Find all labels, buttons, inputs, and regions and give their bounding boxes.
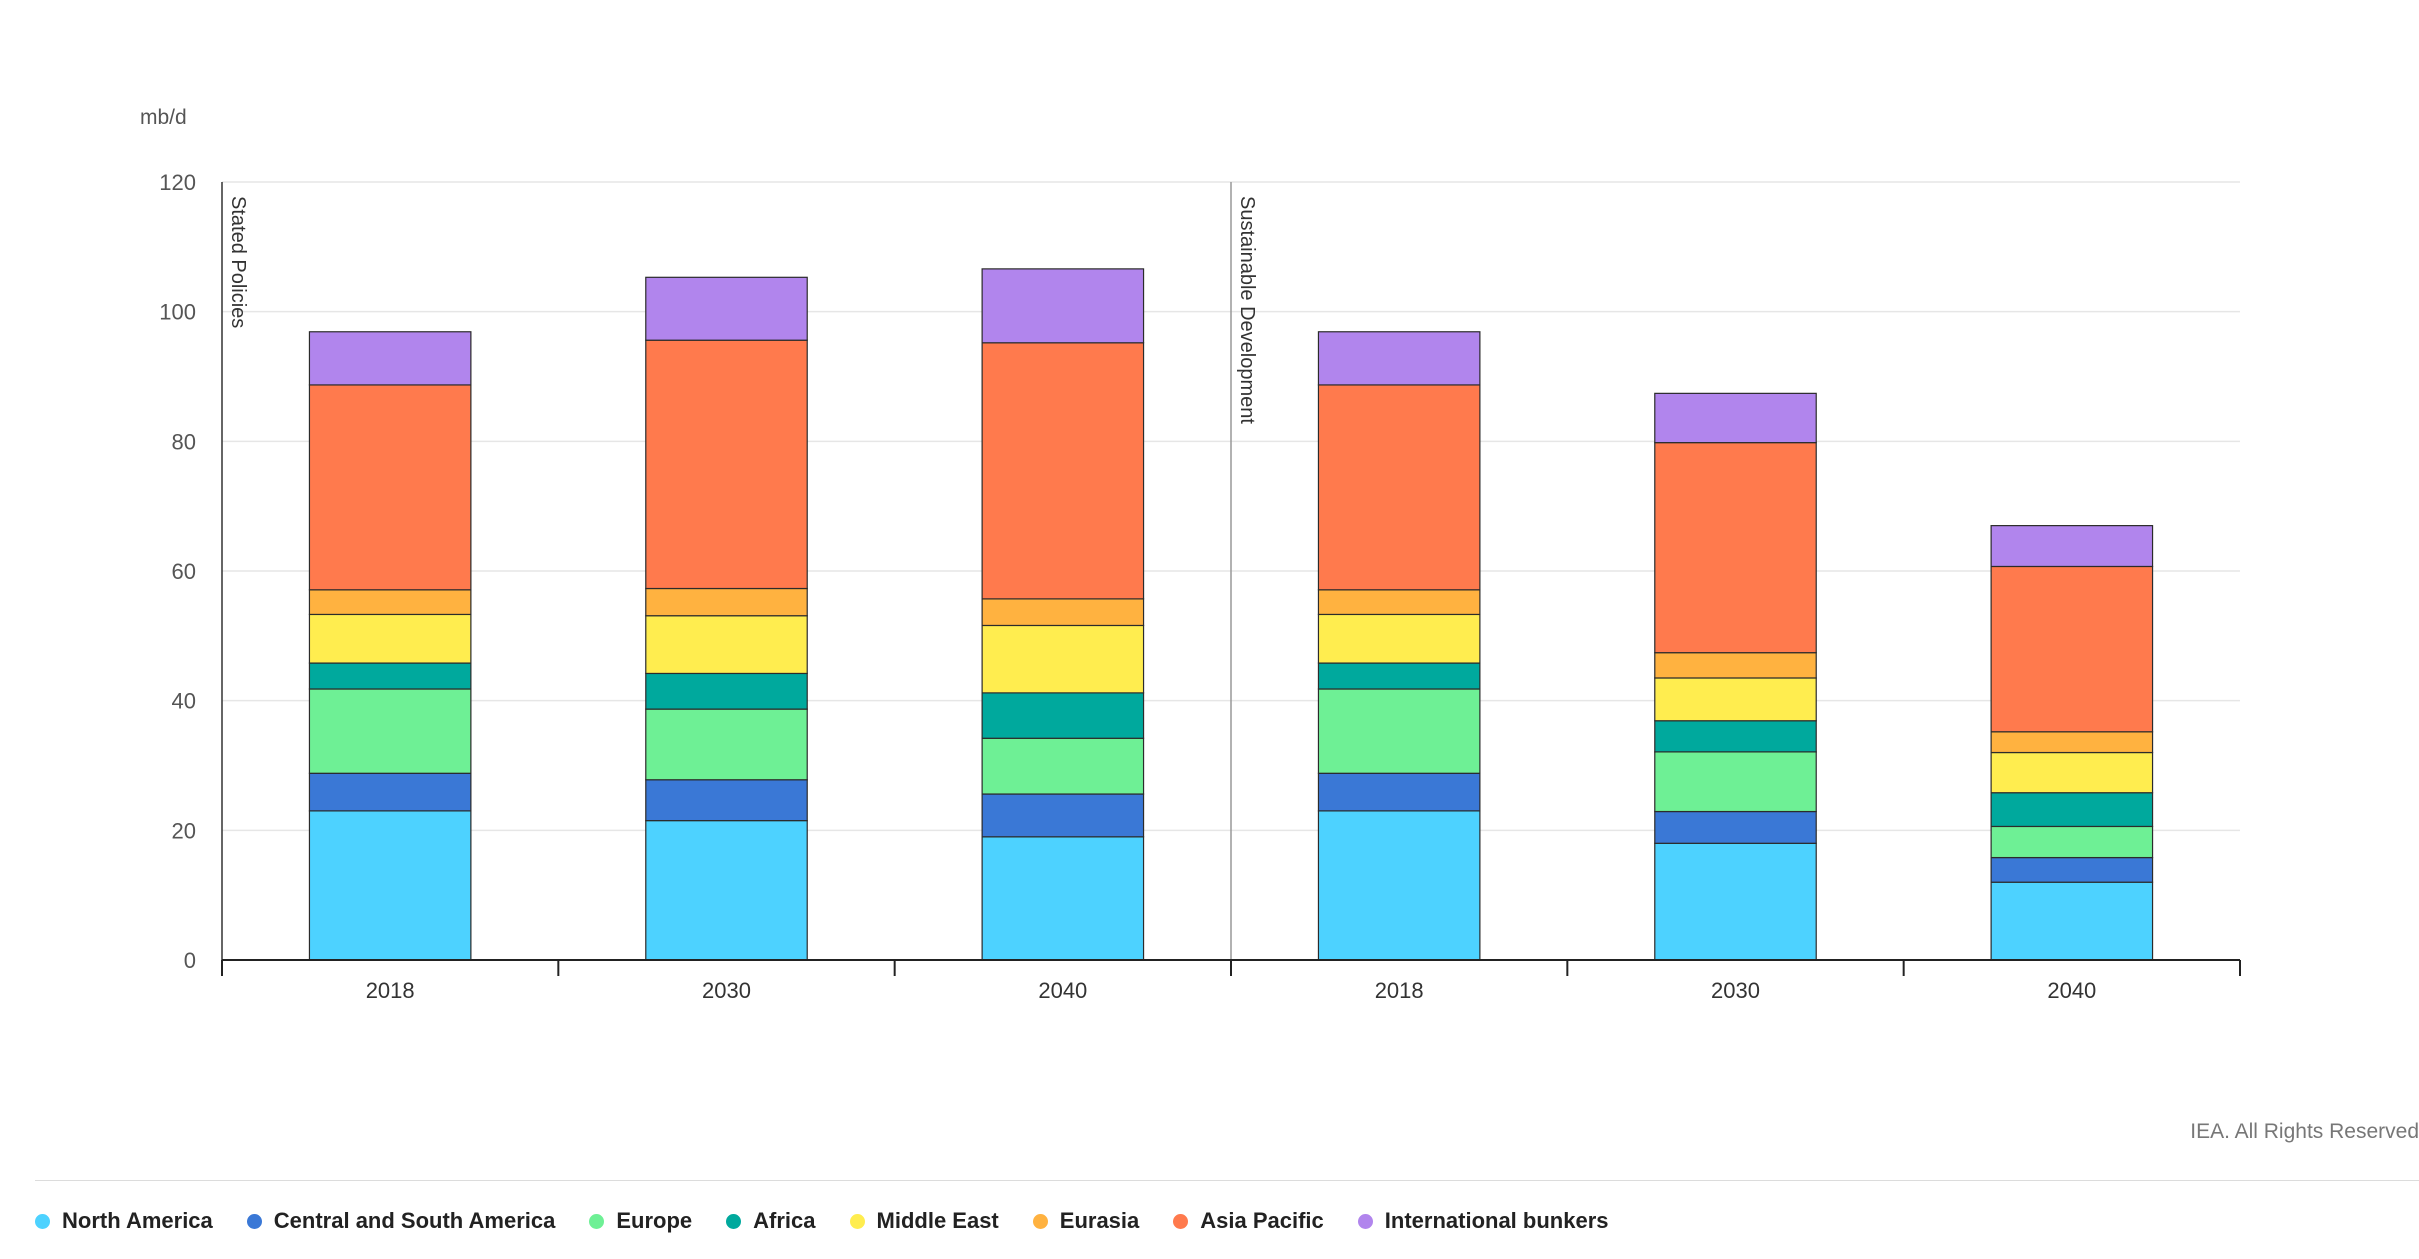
- bar-segment: [981, 624, 1145, 694]
- bar-segment: [1654, 810, 1817, 844]
- grid-lines: [222, 181, 2240, 960]
- bar-stacks: [308, 268, 2154, 961]
- x-category-label: 2040: [1038, 978, 1087, 1003]
- legend-label: Europe: [616, 1208, 693, 1233]
- bar-segment: [645, 820, 808, 961]
- bar-segment: [645, 276, 808, 341]
- bar-segment: [1317, 688, 1481, 774]
- bar-segment: [981, 598, 1145, 627]
- bar-segment: [981, 342, 1145, 600]
- bar-segment: [308, 688, 472, 774]
- legend-label: Africa: [753, 1208, 816, 1233]
- legend-item[interactable]: Eurasia: [1032, 1208, 1140, 1234]
- legend-label: International bunkers: [1384, 1208, 1609, 1233]
- legend-swatch-icon: [1357, 1213, 1373, 1229]
- legend-divider: [35, 1180, 2419, 1181]
- y-tick-label: 40: [172, 689, 196, 714]
- bar-segment: [1317, 589, 1481, 616]
- y-tick-label: 120: [159, 170, 196, 195]
- bar-segment: [1990, 881, 2154, 961]
- bar-segment: [645, 779, 808, 822]
- legend-item[interactable]: Middle East: [849, 1208, 999, 1234]
- bar-segment: [645, 708, 808, 781]
- bar-segment: [1990, 751, 2154, 794]
- bar-segment: [1317, 810, 1481, 961]
- bar-segment: [1654, 392, 1817, 444]
- x-category-label: 2030: [702, 978, 751, 1003]
- bar-segment: [645, 615, 808, 675]
- bar-segment: [981, 737, 1145, 795]
- bar-segment: [308, 662, 472, 690]
- y-tick-label: 60: [172, 559, 196, 584]
- bar-segment: [1654, 751, 1817, 813]
- legend-swatch-icon: [849, 1213, 865, 1229]
- bar-segment: [1317, 772, 1481, 812]
- legend-item[interactable]: Africa: [726, 1208, 816, 1234]
- legend-label: North America: [62, 1208, 213, 1233]
- copyright-credit: IEA. All Rights Reserved: [2190, 1120, 2419, 1143]
- x-category-label: 2040: [2047, 978, 2096, 1003]
- y-tick-label: 20: [172, 818, 196, 843]
- bar-segment: [645, 587, 808, 617]
- bar-segment: [1990, 792, 2154, 828]
- x-category-label: 2030: [1711, 978, 1760, 1003]
- bar-segment: [1990, 856, 2154, 883]
- bar-segment: [1317, 613, 1481, 664]
- legend-swatch-icon: [35, 1213, 50, 1229]
- bar-segment: [1990, 825, 2154, 859]
- bar-segment: [308, 589, 472, 616]
- bar-segment: [308, 772, 472, 812]
- legend-swatch-icon: [1173, 1213, 1189, 1229]
- bar-segment: [645, 339, 808, 590]
- y-unit-label: mb/d: [140, 106, 187, 129]
- legend-item[interactable]: Asia Pacific: [1173, 1208, 1324, 1234]
- legend-item[interactable]: Europe: [589, 1208, 692, 1234]
- legend-swatch-icon: [726, 1213, 742, 1229]
- bar-segment: [1317, 384, 1481, 591]
- bar-segment: [1990, 731, 2154, 754]
- y-tick-label: 80: [172, 429, 196, 454]
- bar-segment: [1317, 662, 1481, 690]
- bar-segment: [308, 810, 472, 961]
- bar-segment: [308, 384, 472, 591]
- legend-label: Asia Pacific: [1200, 1208, 1324, 1233]
- legend-swatch-icon: [1032, 1213, 1048, 1229]
- bar-segment: [1654, 442, 1817, 654]
- bar-segment: [1990, 565, 2154, 733]
- legend-item[interactable]: International bunkers: [1357, 1208, 1609, 1234]
- chart-legend: North America Central and South America Eu…: [35, 1208, 1609, 1234]
- scenario-label: Stated Policies: [227, 196, 249, 328]
- legend-label: Central and South America: [273, 1208, 556, 1233]
- bar-segment: [308, 331, 472, 386]
- x-category-label: 2018: [1375, 978, 1424, 1003]
- bar-segment: [1654, 677, 1817, 722]
- legend-item[interactable]: North America: [35, 1208, 213, 1234]
- bar-segment: [308, 613, 472, 664]
- bar-segment: [1654, 720, 1817, 753]
- bar-segment: [1654, 652, 1817, 679]
- legend-swatch-icon: [589, 1213, 605, 1229]
- bar-segment: [1654, 842, 1817, 961]
- bar-segment: [645, 672, 808, 710]
- y-tick-label: 100: [159, 300, 196, 325]
- x-category-label: 2018: [366, 978, 415, 1003]
- bar-segment: [981, 692, 1145, 739]
- legend-swatch-icon: [246, 1213, 262, 1229]
- legend-item[interactable]: Central and South America: [246, 1208, 556, 1234]
- bar-segment: [981, 268, 1145, 344]
- legend-label: Eurasia: [1059, 1208, 1140, 1233]
- legend-label: Middle East: [876, 1208, 999, 1233]
- bar-segment: [1990, 525, 2154, 568]
- bar-segment: [981, 793, 1145, 838]
- bar-segment: [1317, 331, 1481, 386]
- scenario-label: Sustainable Development: [1236, 196, 1258, 424]
- y-tick-label: 0: [184, 948, 196, 973]
- bar-segment: [981, 836, 1145, 961]
